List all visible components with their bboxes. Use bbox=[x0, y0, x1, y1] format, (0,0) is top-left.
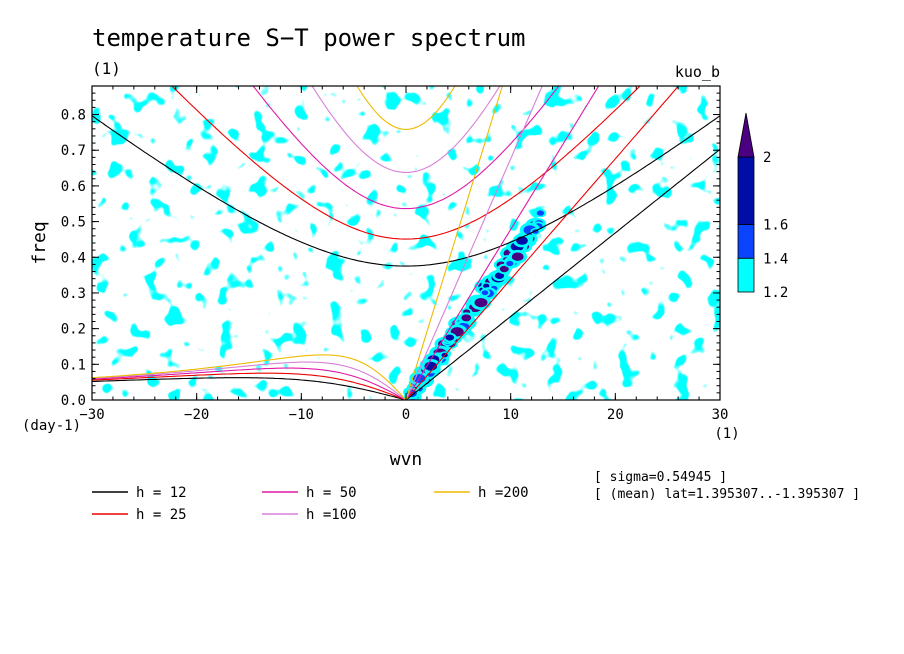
colorbar-max-arrow bbox=[737, 112, 755, 158]
gravity-curve-h25 bbox=[171, 86, 641, 240]
gravity-curve-h12 bbox=[92, 115, 720, 267]
kelvin-curve-h50 bbox=[405, 86, 600, 400]
gravity-curve-h100 bbox=[311, 86, 501, 173]
x-tick-label: −20 bbox=[184, 407, 209, 423]
x-axis-label: wvn bbox=[390, 449, 423, 470]
y-tick-label: 0.0 bbox=[61, 393, 86, 409]
spectral-blob bbox=[461, 314, 472, 322]
gravity-curve-h50 bbox=[252, 86, 560, 210]
spectral-blob bbox=[536, 210, 545, 216]
spectral-blob bbox=[474, 298, 488, 308]
kelvin-band bbox=[403, 208, 547, 400]
legend-label: h =200 bbox=[478, 485, 529, 501]
plot-area bbox=[92, 86, 720, 400]
y-tick-label: 0.4 bbox=[61, 250, 86, 266]
spectral-blob bbox=[481, 290, 489, 296]
colorbar: 1.2 1.4 1.6 2 bbox=[737, 112, 788, 301]
legend-label: h = 25 bbox=[136, 507, 187, 523]
kelvin-curve-h200 bbox=[405, 86, 503, 400]
x-tick-label: 30 bbox=[712, 407, 729, 423]
kelvin-curve-h12 bbox=[405, 148, 720, 400]
spectral-blob bbox=[499, 265, 509, 273]
gravity-curve-h200 bbox=[356, 86, 456, 130]
dispersion-curves bbox=[92, 86, 720, 400]
noise-texture bbox=[92, 86, 720, 400]
y-tick-label: 0.2 bbox=[61, 322, 86, 338]
rossby-curve-h12 bbox=[92, 377, 407, 400]
rossby-curve-h50 bbox=[92, 367, 407, 400]
colorbar-segment bbox=[737, 224, 755, 259]
y-tick-label: 0.6 bbox=[61, 179, 86, 195]
legend-label: h =100 bbox=[306, 507, 357, 523]
annotation-sigma: [ sigma=0.54945 ] bbox=[594, 470, 727, 485]
colorbar-label: 2 bbox=[763, 150, 771, 166]
y-axis-units: (day-1) bbox=[22, 418, 81, 434]
x-tick-label: −10 bbox=[289, 407, 314, 423]
x-tick-label: −30 bbox=[79, 407, 104, 423]
spectral-blob bbox=[494, 272, 505, 280]
colorbar-label: 1.4 bbox=[763, 251, 788, 267]
colorbar-label: 1.6 bbox=[763, 218, 788, 234]
x-tick-label: 10 bbox=[502, 407, 519, 423]
annotation-lat: [ (mean) lat=1.395307..-1.395307 ] bbox=[594, 487, 860, 502]
rossby-curve-h25 bbox=[92, 372, 407, 400]
x-tick-label: 0 bbox=[402, 407, 410, 423]
legend: h = 12 h = 25 h = 50 h =100 h =200 bbox=[92, 485, 529, 523]
y-tick-label: 0.3 bbox=[61, 286, 86, 302]
axis-ticks: −30 −20 −10 0 10 20 30 0.0 0.1 0.2 0.3 0.4 0.5 0.6 0.7… bbox=[61, 85, 729, 423]
x-tick-label: 20 bbox=[607, 407, 624, 423]
spectral-blob bbox=[483, 283, 490, 289]
spectral-blob bbox=[445, 334, 455, 341]
subtitle-right: kuo_b bbox=[675, 63, 720, 81]
legend-label: h = 50 bbox=[306, 485, 357, 501]
title-units: (1) bbox=[92, 59, 121, 78]
colorbar-segment bbox=[737, 257, 755, 293]
spectral-blob bbox=[511, 252, 524, 261]
y-tick-label: 0.1 bbox=[61, 357, 86, 373]
colorbar-segment bbox=[737, 156, 755, 225]
chart-title: temperature S−T power spectrum bbox=[92, 24, 525, 52]
x-axis-units: (1) bbox=[714, 426, 739, 442]
spectral-blob bbox=[506, 260, 514, 267]
y-axis-label: freq bbox=[29, 221, 50, 264]
rossby-curve-h100 bbox=[92, 361, 407, 400]
y-tick-label: 0.7 bbox=[61, 143, 86, 159]
legend-label: h = 12 bbox=[136, 485, 187, 501]
y-tick-label: 0.5 bbox=[61, 215, 86, 231]
rossby-curve-h200 bbox=[92, 354, 407, 400]
y-tick-label: 0.8 bbox=[61, 108, 86, 124]
colorbar-label: 1.2 bbox=[763, 285, 788, 301]
kelvin-curve-h100 bbox=[405, 86, 543, 400]
kelvin-curve-h25 bbox=[405, 86, 680, 400]
